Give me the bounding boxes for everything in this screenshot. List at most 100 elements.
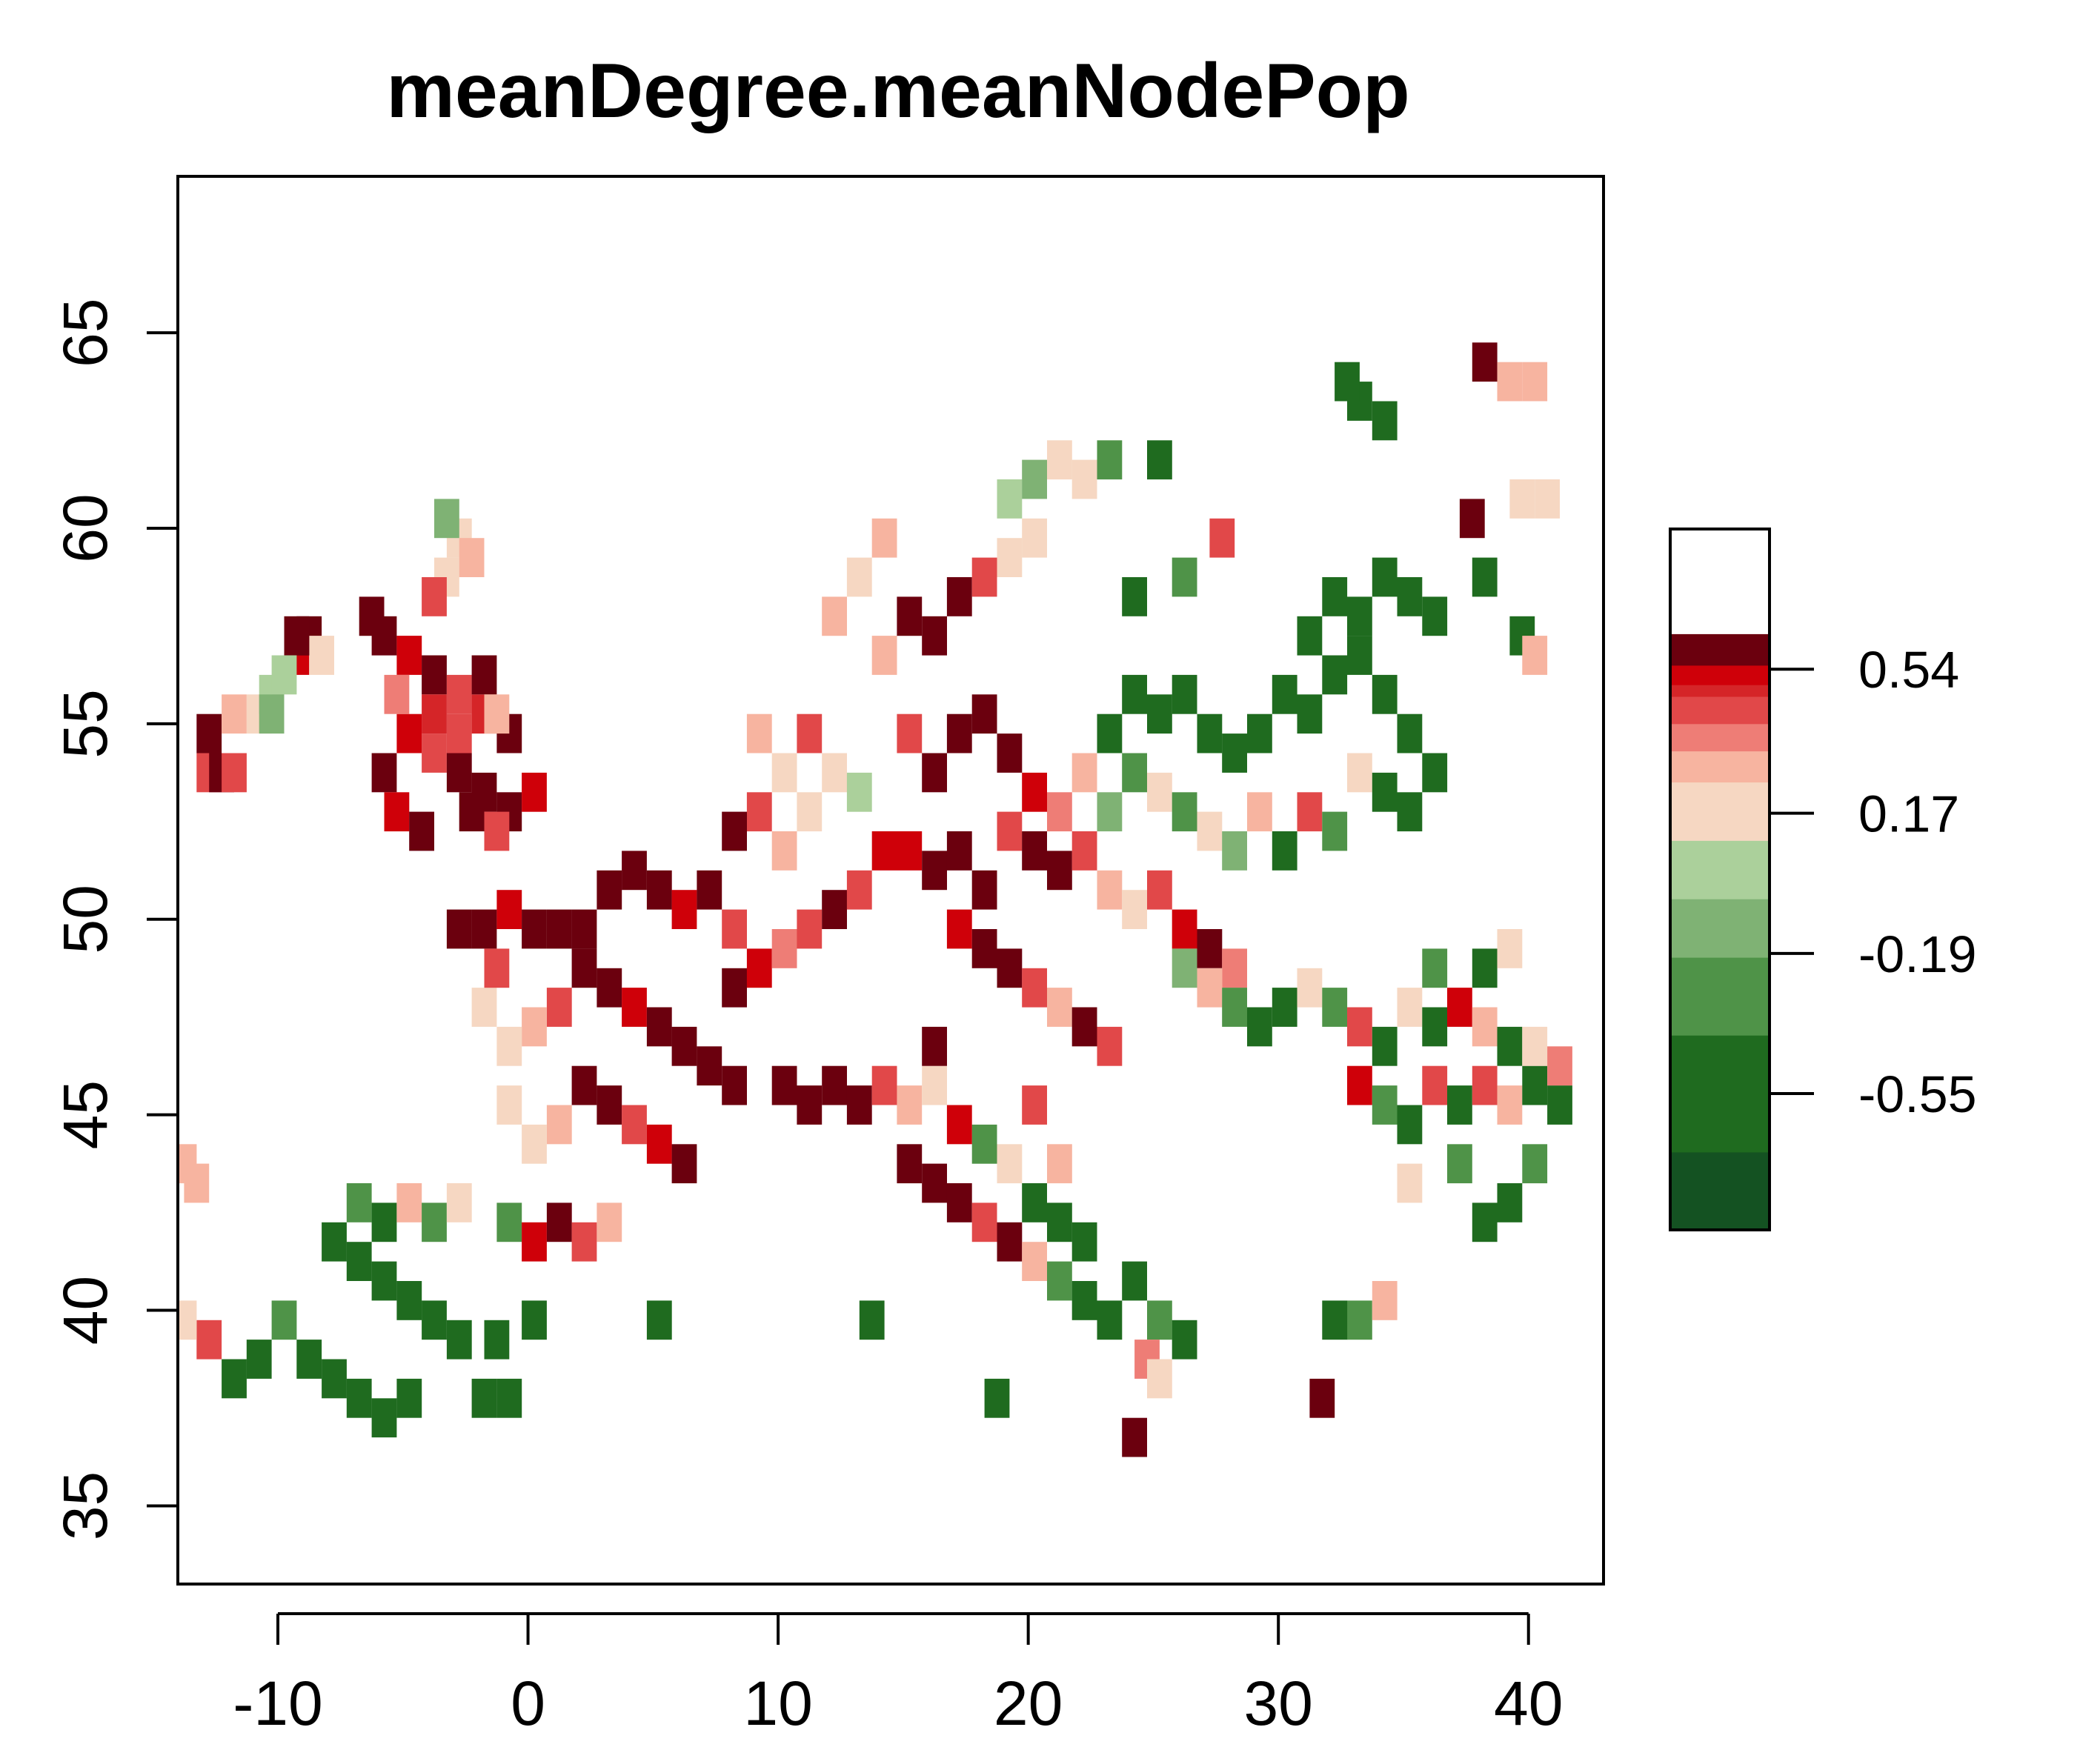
heatmap-cell (822, 753, 847, 793)
heatmap-cell (1347, 1300, 1372, 1340)
heatmap-cell (196, 713, 222, 753)
x-tick-label: 10 (743, 1669, 812, 1738)
heatmap-cell (1047, 988, 1072, 1027)
heatmap-cell (646, 1300, 672, 1340)
heatmap-cell (1372, 557, 1398, 597)
heatmap-cell (922, 1163, 947, 1203)
heatmap-cell (746, 792, 772, 832)
heatmap-cell (1147, 694, 1172, 734)
y-tick-label: 65 (50, 298, 120, 367)
heatmap-cell (771, 831, 797, 871)
heatmap-cell (1347, 753, 1372, 793)
heatmap-cell (422, 1300, 447, 1340)
y-tick-label: 40 (50, 1276, 120, 1345)
heatmap-cell (1071, 1222, 1097, 1262)
heatmap-cell (822, 890, 847, 929)
heatmap-cell (522, 1007, 547, 1047)
heatmap-cell (722, 811, 747, 851)
heatmap-cell (1172, 674, 1197, 714)
legend-frame (1669, 528, 1771, 1231)
heatmap-cell (384, 674, 410, 714)
heatmap-cell (178, 1300, 197, 1340)
heatmap-cell (897, 831, 923, 871)
heatmap-cell (1397, 988, 1423, 1027)
heatmap-cell (1422, 1065, 1448, 1105)
heatmap-cell (1372, 1281, 1398, 1320)
heatmap-cell (1022, 772, 1047, 812)
heatmap-cell (496, 1085, 522, 1125)
heatmap-cell (271, 1300, 297, 1340)
heatmap-cell (1472, 948, 1498, 988)
heatmap-cell (1497, 1085, 1523, 1125)
heatmap-cell (1422, 1007, 1448, 1047)
heatmap-cell (1197, 713, 1223, 753)
heatmap-cell (1022, 1242, 1047, 1281)
heatmap-cell (1222, 988, 1247, 1027)
heatmap-cell (997, 1222, 1023, 1262)
heatmap-cell (1022, 518, 1047, 558)
heatmap-cell (1397, 1105, 1423, 1145)
heatmap-cell (1172, 1320, 1197, 1360)
heatmap-cell (522, 1300, 547, 1340)
heatmap-cell (446, 753, 472, 793)
heatmap-cell (822, 596, 847, 636)
heatmap-cell (946, 1183, 972, 1222)
heatmap-cell (222, 753, 247, 793)
heatmap-cell (571, 948, 597, 988)
heatmap-cell (1397, 577, 1423, 616)
heatmap-cell (471, 655, 497, 695)
heatmap-cell (1522, 1144, 1548, 1184)
heatmap-cell (1297, 694, 1323, 734)
heatmap-cell (1372, 1085, 1398, 1125)
heatmap-cell (1197, 929, 1223, 968)
heatmap-cell (296, 1340, 322, 1379)
heatmap-cell (1397, 792, 1423, 832)
heatmap-cell (522, 909, 547, 949)
heatmap-cell (797, 1085, 823, 1125)
y-axis: 35 40 45 50 55 60 65 (50, 298, 179, 1540)
heatmap-cell (1422, 596, 1448, 636)
heatmap-cell (1309, 1378, 1335, 1418)
heatmap-cell (1022, 459, 1047, 499)
heatmap-cell (897, 1085, 923, 1125)
heatmap-cell (422, 1202, 447, 1242)
legend-swatch (1670, 685, 1770, 697)
heatmap-cell (1322, 811, 1348, 851)
heatmap-cell (897, 713, 923, 753)
heatmap-cell (1547, 1046, 1572, 1086)
heatmap-cell (997, 479, 1023, 519)
heatmap-cell (597, 1085, 622, 1125)
heatmap-cell (446, 674, 472, 714)
heatmap-cell (346, 1183, 372, 1222)
chart-title: meanDegree.meanNodePop (386, 48, 1409, 134)
heatmap-cell (284, 616, 310, 656)
heatmap-cell (1347, 1065, 1372, 1105)
heatmap-cell (1297, 616, 1323, 656)
y-tick-label: 60 (50, 493, 120, 562)
heatmap-cell (446, 909, 472, 949)
heatmap-cell (797, 713, 823, 753)
heatmap-cell (222, 1359, 247, 1399)
heatmap-cell (946, 713, 972, 753)
heatmap-cell (1222, 948, 1247, 988)
heatmap-cell (971, 929, 997, 968)
heatmap-cell (484, 1320, 510, 1360)
heatmap-cell (971, 557, 997, 597)
heatmap-cell (646, 870, 672, 910)
heatmap-cell (1459, 499, 1485, 539)
heatmap-cell (471, 1378, 497, 1418)
heatmap-cell (1247, 1007, 1272, 1047)
heatmap-cell (1322, 655, 1348, 695)
heatmap-cell (1509, 479, 1535, 519)
heatmap-cell (922, 1065, 947, 1105)
heatmap-cell (446, 1320, 472, 1360)
heatmap-cell (1122, 674, 1147, 714)
legend-swatch (1670, 696, 1770, 725)
legend-swatch (1670, 633, 1770, 666)
heatmap-cell (1047, 1144, 1072, 1184)
heatmap-cell (496, 890, 522, 929)
heatmap-cell (309, 636, 334, 675)
heatmap-cell (1122, 577, 1147, 616)
heatmap-cell (1347, 636, 1372, 675)
